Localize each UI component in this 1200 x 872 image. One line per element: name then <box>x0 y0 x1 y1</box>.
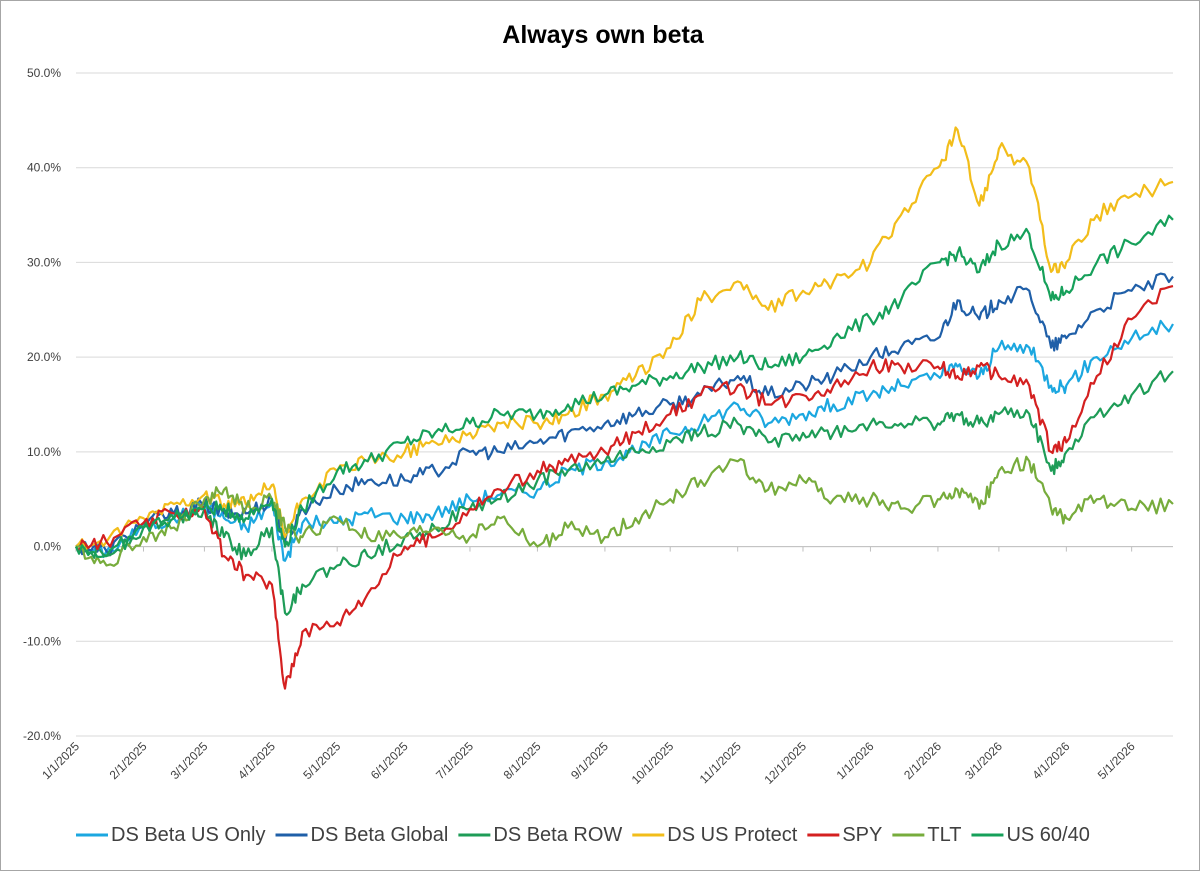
x-tick-label: 3/1/2025 <box>168 739 211 782</box>
x-tick-label: 4/1/2026 <box>1030 739 1073 782</box>
gridlines <box>76 72 1173 737</box>
legend-entry: DS Beta Global <box>275 824 449 846</box>
x-tick-label: 9/1/2025 <box>568 739 611 782</box>
series-line <box>75 126 1174 551</box>
y-tick-label: -10.0% <box>23 634 61 648</box>
legend-entry: SPY <box>807 824 882 846</box>
legend-entry: TLT <box>892 824 961 846</box>
legend-label: SPY <box>842 824 882 846</box>
y-tick-label: 30.0% <box>27 255 61 269</box>
y-tick-label: 10.0% <box>27 445 61 459</box>
series-line <box>75 455 1174 567</box>
series-line <box>75 370 1174 616</box>
x-tick-label: 5/1/2026 <box>1095 739 1138 782</box>
y-tick-label: 50.0% <box>27 66 61 80</box>
series-line <box>75 319 1174 562</box>
legend-entry: DS US Protect <box>632 824 798 846</box>
x-tick-label: 5/1/2025 <box>300 739 343 782</box>
x-axis: 1/1/2025 2/1/2025 3/1/2025 4/1/2025 5/1/2025… <box>39 546 1173 787</box>
x-tick-label: 7/1/2025 <box>433 739 476 782</box>
legend-label: US 60/40 <box>1006 824 1089 846</box>
x-tick-label: 6/1/2025 <box>368 739 411 782</box>
legend-label: DS Beta ROW <box>493 824 622 846</box>
legend-label: DS Beta US Only <box>111 824 266 846</box>
x-tick-label: 12/1/2025 <box>761 739 809 787</box>
x-tick-label: 8/1/2025 <box>501 739 544 782</box>
series-lines <box>74 126 1174 690</box>
series-line <box>75 285 1174 690</box>
y-axis-tick-labels: -20.0% -10.0% 0.0% 10.0% 20.0% 30.0% 40.0% 50.0… <box>23 66 61 743</box>
y-tick-label: -20.0% <box>23 729 61 743</box>
x-tick-label: 11/1/2025 <box>697 739 744 786</box>
y-tick-label: 40.0% <box>27 161 61 175</box>
x-tick-label: 10/1/2025 <box>629 739 677 787</box>
legend-entry: DS Beta US Only <box>76 824 266 846</box>
legend-entry: DS Beta ROW <box>458 824 622 846</box>
legend-entry: US 60/40 <box>971 824 1090 846</box>
x-tick-label: 2/1/2026 <box>901 739 944 782</box>
x-tick-label: 4/1/2025 <box>235 739 278 782</box>
legend-label: TLT <box>927 824 961 846</box>
legend-label: DS Beta Global <box>311 824 449 846</box>
legend: DS Beta US Only DS Beta Global DS Beta ROW… <box>76 824 1090 846</box>
y-tick-label: 0.0% <box>34 540 62 554</box>
series-line <box>74 214 1174 558</box>
legend-label: DS US Protect <box>667 824 797 846</box>
x-tick-label: 1/1/2026 <box>834 739 877 782</box>
x-tick-label: 2/1/2025 <box>107 739 150 782</box>
x-tick-label: 3/1/2026 <box>962 739 1005 782</box>
chart-title: Always own beta <box>502 21 705 49</box>
x-tick-label: 1/1/2025 <box>39 739 82 782</box>
y-tick-label: 20.0% <box>27 350 61 364</box>
